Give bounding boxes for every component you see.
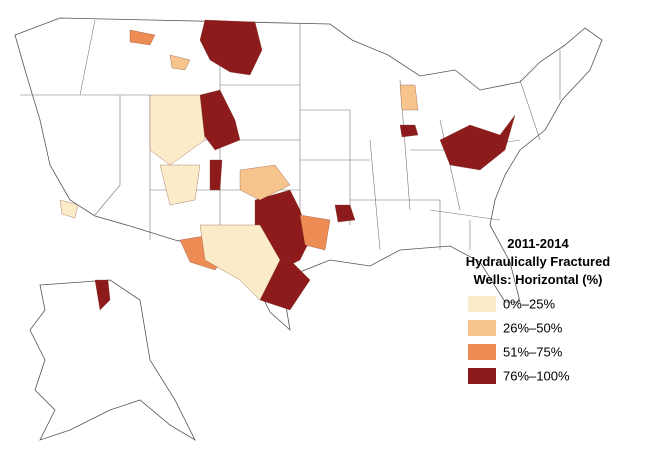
legend-swatch	[468, 368, 496, 384]
legend: 2011-2014 Hydraulically Fractured Wells: H…	[466, 236, 611, 384]
region	[239, 164, 291, 201]
region	[399, 124, 419, 138]
legend-swatch	[468, 296, 496, 312]
legend-title: Hydraulically Fractured	[466, 254, 611, 269]
shale-regions	[59, 19, 516, 311]
legend-title: 2011-2014	[507, 236, 569, 251]
region	[439, 114, 516, 171]
region	[334, 204, 356, 223]
legend-label: 51%–75%	[503, 344, 563, 359]
legend-swatch	[468, 320, 496, 336]
region	[299, 214, 331, 251]
region	[199, 224, 281, 301]
region	[129, 29, 156, 46]
us-map	[14, 17, 603, 442]
legend-label: 26%–50%	[503, 320, 563, 335]
legend-label: 0%–25%	[503, 296, 555, 311]
alaska	[29, 279, 196, 442]
region	[169, 54, 191, 71]
region	[149, 94, 206, 166]
region	[209, 159, 223, 191]
region	[399, 84, 419, 111]
region	[94, 279, 111, 311]
legend-swatch	[468, 344, 496, 360]
legend-title: Wells: Horizontal (%)	[473, 272, 602, 287]
region	[159, 164, 201, 206]
region	[59, 199, 79, 219]
region	[199, 19, 263, 76]
legend-label: 76%–100%	[503, 368, 570, 383]
